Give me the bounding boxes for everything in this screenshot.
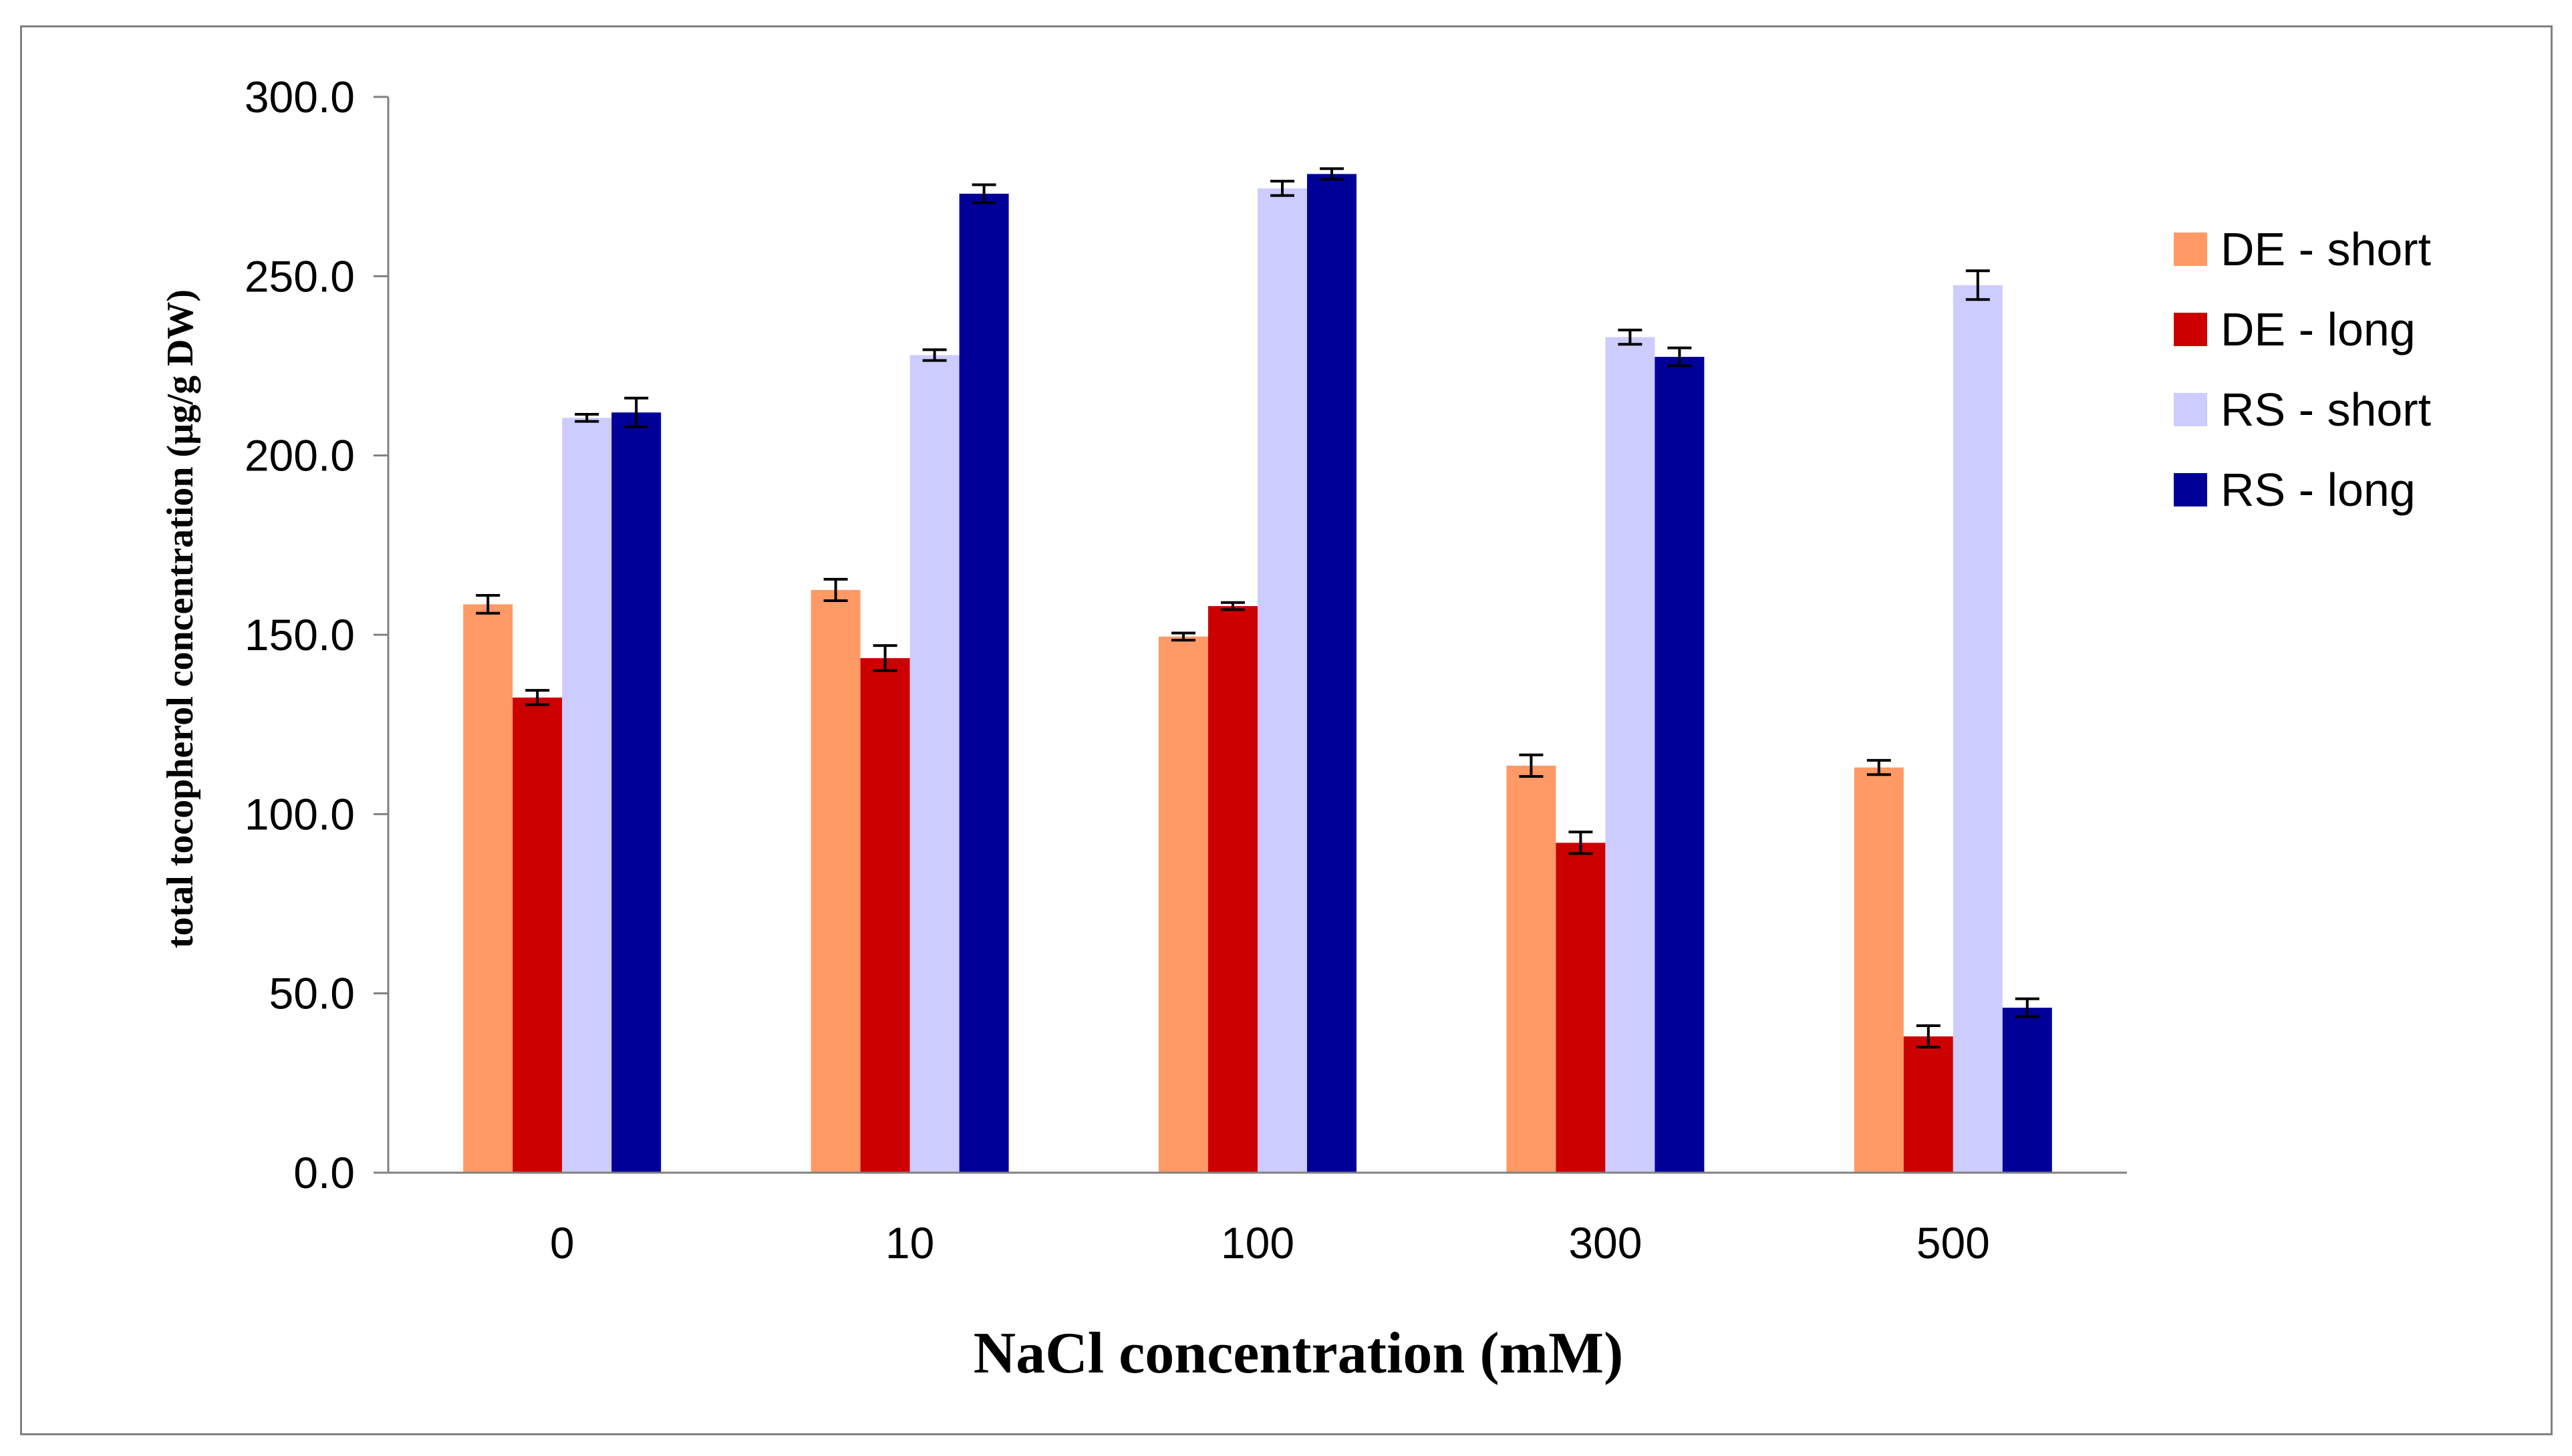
- legend-label: RS - long: [2221, 464, 2416, 516]
- x-tick-label: 10: [885, 1218, 934, 1268]
- bar: [1556, 843, 1606, 1173]
- x-axis-title: NaCl concentration (mM): [974, 1321, 1624, 1386]
- x-tick-label: 100: [1221, 1218, 1294, 1268]
- legend-swatch: [2174, 473, 2207, 506]
- y-tick-label: 0.0: [293, 1148, 355, 1197]
- bar: [513, 697, 563, 1173]
- bar: [2002, 1008, 2052, 1173]
- bar: [1854, 767, 1904, 1173]
- bar: [1307, 174, 1356, 1173]
- bar: [811, 589, 861, 1173]
- legend-swatch: [2174, 313, 2207, 346]
- y-tick-label: 250.0: [245, 251, 355, 301]
- x-axis: 0 10 100 300 500: [388, 1171, 2127, 1268]
- bar: [1159, 636, 1208, 1173]
- bar: [1605, 337, 1655, 1173]
- y-tick-label: 300.0: [245, 72, 355, 122]
- legend-label: DE - long: [2221, 303, 2416, 355]
- legend: DE - short DE - long RS - short RS - long: [2174, 223, 2431, 516]
- legend-swatch: [2174, 233, 2207, 266]
- bar: [463, 604, 513, 1173]
- legend-swatch: [2174, 393, 2207, 426]
- bar: [1208, 606, 1258, 1173]
- bar: [1506, 765, 1556, 1173]
- y-axis-title: total tocopherol concentration (µg/g DW): [160, 289, 201, 948]
- bar: [1953, 285, 2003, 1173]
- plot-area: [463, 167, 2052, 1173]
- y-axis: 0.0 50.0 100.0 150.0 200.0 250.0 300.0: [245, 72, 390, 1197]
- bar: [909, 355, 960, 1173]
- y-tick-label: 50.0: [269, 969, 355, 1018]
- bar-chart: 0.0 50.0 100.0 150.0 200.0 250.0 300.0 0 10 100 3…: [160, 72, 2431, 1386]
- y-tick-label: 100.0: [245, 789, 355, 839]
- x-tick-label: 300: [1568, 1218, 1642, 1268]
- chart-frame: 0.0 50.0 100.0 150.0 200.0 250.0 300.0 0 10 100 3…: [20, 25, 2553, 1435]
- y-tick-label: 150.0: [245, 610, 355, 660]
- bar: [860, 658, 910, 1173]
- legend-label: DE - short: [2221, 223, 2431, 275]
- bar: [611, 412, 662, 1173]
- bar: [959, 193, 1009, 1173]
- y-tick-label: 200.0: [245, 431, 355, 480]
- x-tick-label: 500: [1916, 1218, 1990, 1268]
- legend-label: RS - short: [2221, 384, 2431, 436]
- bar: [1903, 1036, 1953, 1173]
- bar: [1655, 357, 1705, 1173]
- bar: [562, 418, 612, 1173]
- x-tick-label: 0: [550, 1218, 575, 1268]
- bar: [1258, 188, 1307, 1173]
